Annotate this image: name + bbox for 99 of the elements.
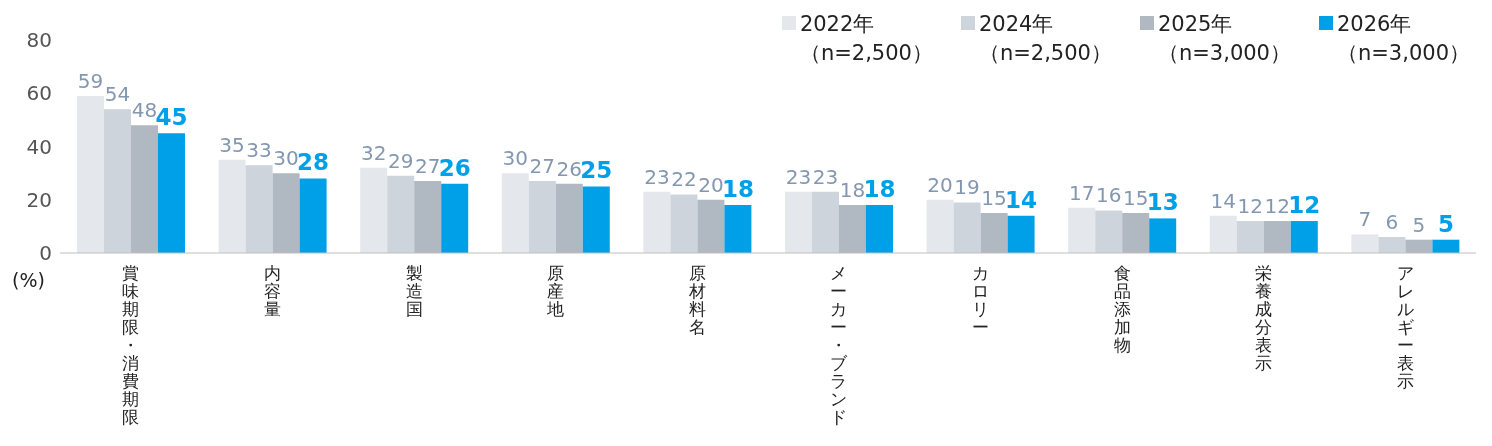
bar bbox=[1432, 239, 1460, 253]
bar bbox=[157, 133, 185, 253]
x-tick-label: 製造国 bbox=[405, 263, 423, 319]
bar bbox=[360, 167, 388, 253]
data-label: 18 bbox=[839, 178, 866, 203]
bar bbox=[1236, 221, 1264, 253]
data-label: 18 bbox=[863, 176, 896, 203]
x-tick-label: 内容量 bbox=[263, 263, 281, 319]
bar bbox=[555, 183, 583, 253]
data-label: 6 bbox=[1385, 210, 1399, 235]
data-label: 35 bbox=[219, 132, 245, 157]
bar bbox=[387, 175, 415, 253]
data-label: 15 bbox=[981, 186, 1007, 211]
data-label: 16 bbox=[1095, 183, 1122, 208]
bar bbox=[299, 178, 327, 253]
category-label: メーカー・ブランド bbox=[830, 263, 848, 427]
data-label: 30 bbox=[273, 146, 299, 171]
data-label: 30 bbox=[502, 146, 529, 171]
legend-label: 2022年（n=2,500） bbox=[799, 11, 933, 67]
data-label: 5 bbox=[1437, 210, 1454, 237]
bar bbox=[501, 173, 529, 253]
bar bbox=[811, 191, 839, 253]
data-label: 18 bbox=[721, 176, 754, 203]
bar bbox=[697, 199, 725, 253]
bar bbox=[1122, 213, 1150, 253]
bar bbox=[1290, 221, 1318, 253]
bar bbox=[218, 159, 246, 253]
bar bbox=[1095, 210, 1123, 253]
data-label: 20 bbox=[698, 172, 724, 197]
data-label: 23 bbox=[785, 164, 812, 189]
data-label: 29 bbox=[387, 148, 414, 173]
bar bbox=[784, 191, 812, 253]
bar bbox=[926, 199, 954, 253]
data-label: 22 bbox=[671, 167, 697, 192]
legend-label: 2026年（n=3,000） bbox=[1336, 11, 1470, 67]
data-label: 17 bbox=[1068, 180, 1095, 205]
data-label: 5 bbox=[1412, 212, 1426, 237]
data-label: 45 bbox=[155, 104, 188, 131]
category-label: 賞味期限・消費期限 bbox=[122, 263, 140, 427]
x-tick-label: アレルギー表示 bbox=[1396, 263, 1414, 391]
y-tick-label: 60 bbox=[26, 81, 52, 106]
bar bbox=[1405, 239, 1433, 253]
data-label: 23 bbox=[812, 164, 839, 189]
x-tick-label: カロリー bbox=[971, 263, 989, 337]
data-label: 27 bbox=[529, 154, 556, 179]
x-tick-label: 栄養成分表示 bbox=[1255, 263, 1273, 373]
bar bbox=[1007, 215, 1035, 253]
data-label: 27 bbox=[414, 154, 441, 179]
x-tick-label: 食品添加物 bbox=[1113, 263, 1131, 355]
data-label: 12 bbox=[1237, 194, 1264, 219]
data-label: 33 bbox=[246, 138, 272, 163]
bar bbox=[838, 205, 866, 253]
y-tick-label: 20 bbox=[26, 187, 52, 212]
x-tick-label: 原産地 bbox=[546, 263, 565, 319]
data-label: 12 bbox=[1264, 194, 1291, 219]
bar bbox=[103, 109, 131, 253]
x-tick-label: 原材料名 bbox=[687, 263, 706, 337]
data-label: 23 bbox=[644, 164, 670, 189]
bar bbox=[643, 191, 671, 253]
data-label: 15 bbox=[1122, 186, 1149, 211]
bar bbox=[1068, 207, 1096, 253]
bar bbox=[245, 165, 273, 253]
bar bbox=[528, 181, 556, 253]
bar bbox=[272, 173, 300, 253]
data-label: 26 bbox=[556, 156, 583, 181]
bar bbox=[441, 183, 469, 253]
y-tick-label: 80 bbox=[26, 28, 52, 53]
bar bbox=[1378, 237, 1406, 253]
y-tick-label: 40 bbox=[26, 134, 52, 159]
data-label: 13 bbox=[1146, 189, 1179, 216]
data-label: 59 bbox=[77, 68, 104, 93]
bar bbox=[1149, 218, 1177, 253]
bar bbox=[1263, 221, 1291, 253]
data-label: 19 bbox=[954, 175, 980, 200]
bar bbox=[76, 95, 104, 253]
bar bbox=[130, 125, 158, 253]
bar bbox=[724, 205, 752, 253]
bar bbox=[865, 205, 893, 253]
data-label: 14 bbox=[1005, 186, 1038, 213]
data-label: 54 bbox=[104, 82, 131, 107]
y-tick-label: 0 bbox=[39, 241, 52, 266]
bar bbox=[980, 213, 1008, 253]
bar bbox=[582, 186, 610, 253]
data-label: 7 bbox=[1358, 207, 1372, 232]
bar bbox=[414, 181, 442, 253]
data-label: 20 bbox=[927, 172, 953, 197]
bar bbox=[1351, 234, 1379, 253]
data-label: 32 bbox=[360, 140, 387, 165]
bar bbox=[670, 194, 698, 253]
legend-label: 2024年（n=2,500） bbox=[978, 11, 1112, 67]
data-label: 12 bbox=[1288, 192, 1321, 219]
bar bbox=[1209, 215, 1237, 253]
data-label: 14 bbox=[1210, 188, 1237, 213]
data-label: 26 bbox=[438, 154, 471, 181]
data-label: 28 bbox=[297, 149, 330, 176]
bar bbox=[953, 202, 981, 253]
y-axis-title: (%) bbox=[12, 269, 45, 291]
legend-label: 2025年（n=3,000） bbox=[1157, 11, 1291, 67]
data-label: 25 bbox=[580, 157, 613, 184]
